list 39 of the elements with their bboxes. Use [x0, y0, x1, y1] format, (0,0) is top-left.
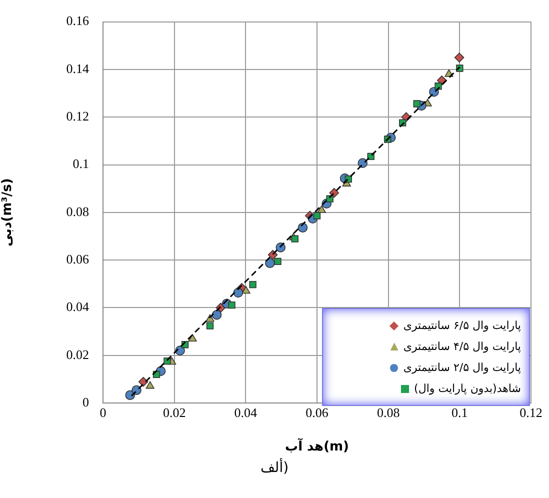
point	[212, 310, 222, 320]
y-tick-label: 0	[82, 394, 89, 410]
point	[228, 301, 236, 309]
point	[313, 212, 321, 220]
point	[268, 250, 278, 260]
x-tick-label: 0	[100, 405, 106, 420]
x-tick-label: 0.06	[306, 405, 329, 420]
y-tick-label: 0.04	[66, 299, 90, 314]
y-tick-label: 0.12	[66, 108, 89, 124]
point	[138, 376, 148, 387]
y-tick-label: 0.1	[72, 156, 89, 172]
point	[413, 100, 420, 108]
legend-label: پارایت وال ۲/۵ سانتیمتری	[403, 361, 521, 374]
x-axis-title: هد آب(m)	[284, 438, 350, 455]
point	[146, 381, 154, 389]
x-tick-label: 0.12	[520, 405, 542, 420]
y-tick-label: 0.02	[66, 346, 89, 362]
y-tick-label: 0.08	[66, 204, 89, 219]
legend-label: پارایت وال ۴/۵ سانتیمتری	[403, 340, 521, 353]
point	[233, 288, 244, 298]
point	[249, 281, 256, 288]
point	[188, 334, 197, 342]
point	[242, 286, 250, 294]
y-tick-label: 0.06	[66, 251, 90, 266]
point	[274, 258, 282, 266]
y-tick-label: 0.16	[66, 13, 90, 28]
y-tick-label: 0.14	[66, 60, 90, 76]
legend-label: شاهد(بدون پارایت وال)	[414, 382, 521, 395]
point	[317, 205, 326, 213]
point	[206, 322, 214, 330]
x-tick-label: 0.02	[162, 405, 186, 420]
x-tick-label: 0.1	[452, 405, 468, 420]
legend-label: پارایت وال ۶/۵ سانتیمتری	[403, 319, 521, 332]
text: ألف)	[259, 460, 290, 476]
x-tick-label: 0.04	[234, 405, 258, 420]
x-tick-label: 0.08	[376, 405, 400, 420]
point	[291, 235, 298, 242]
point	[454, 52, 464, 62]
y-axis-title: دبی(m³/s)	[0, 178, 16, 247]
